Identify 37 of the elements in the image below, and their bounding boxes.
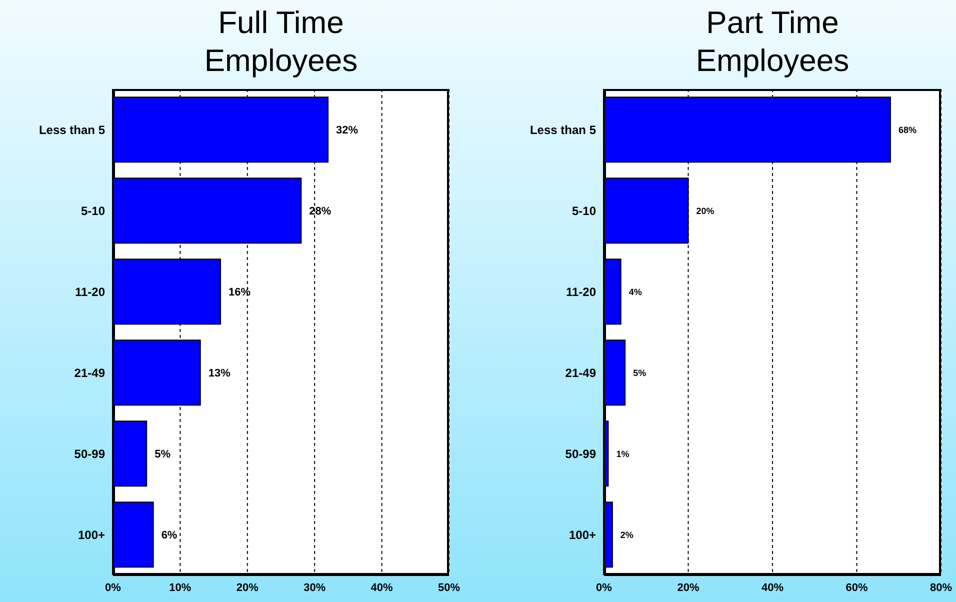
data-label: 28% [309,206,332,218]
x-tick-label: 50% [438,582,460,594]
data-label: 13% [208,368,231,380]
x-tick-label: 20% [236,582,259,594]
data-label: 20% [696,206,714,216]
x-tick-label: 80% [930,582,952,594]
y-tick-label: 50-99 [565,446,596,461]
data-label: 5% [154,448,171,461]
data-label: 6% [161,530,178,542]
y-tick-label: 11-20 [566,284,596,299]
data-label: 1% [616,448,630,459]
data-label: 68% [898,124,916,135]
y-tick-label: 11-20 [74,284,106,299]
x-tick-label: 60% [846,582,868,594]
y-tick-label: 21-49 [565,366,596,380]
x-tick-label: 40% [761,582,784,594]
data-label: 2% [620,530,634,540]
x-tick-label: 10% [169,582,192,594]
x-tick-label: 20% [677,582,700,594]
y-tick-label: 100+ [78,528,105,542]
x-tick-label: 40% [370,582,394,594]
y-tick-label: 5-10 [572,204,596,218]
data-label: 32% [336,124,358,137]
data-label: 4% [628,286,642,297]
y-tick-label: 100+ [568,528,596,542]
x-tick-label: 0% [596,582,612,594]
data-label: 5% [633,368,646,378]
chart-title: Part Time Employees [694,4,850,80]
x-tick-label: 30% [304,582,326,594]
x-tick-label: 0% [105,582,122,594]
y-tick-label: Less than 5 [530,122,596,137]
y-tick-label: Less than 5 [38,122,106,137]
data-label: 16% [228,286,251,299]
y-tick-label: 21-49 [74,366,106,380]
chart-title: Full Time Employees [203,4,359,80]
y-tick-label: 5-10 [80,204,106,218]
y-tick-label: 50-99 [74,446,106,461]
